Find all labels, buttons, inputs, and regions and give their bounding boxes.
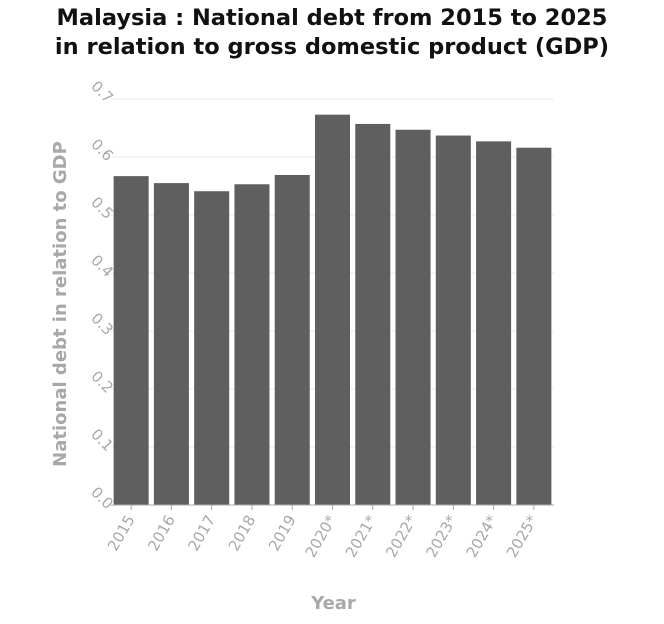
y-tick-label: 0.1 (87, 425, 117, 455)
x-tick-label: 2021* (342, 512, 381, 561)
bar-2015 (113, 176, 149, 505)
bar-2022-projected (395, 129, 431, 506)
bars (113, 114, 552, 506)
x-tick-label: 2022* (382, 512, 421, 561)
x-axis-label: Year (310, 593, 356, 614)
x-tick-label: 2025* (503, 512, 542, 561)
x-tick-label: 2017 (184, 512, 219, 554)
bar-2024-projected (476, 141, 512, 505)
y-tick-label: 0.4 (87, 251, 117, 281)
x-tick-label: 2024* (463, 512, 502, 561)
y-tick-label: 0.7 (87, 77, 117, 107)
x-tick-label: 2023* (422, 512, 461, 561)
bar-2019 (274, 174, 310, 506)
chart-title: Malaysia : National debt from 2015 to 20… (0, 4, 664, 62)
bar-2016 (153, 183, 189, 505)
y-axis-label: National debt in relation to GDP (50, 141, 71, 467)
y-tick-label: 0.6 (87, 135, 117, 165)
y-tick-label: 0.3 (87, 309, 117, 339)
x-tick-label: 2020* (302, 512, 341, 561)
y-tick-label: 0.2 (87, 367, 117, 397)
x-tick-label: 2018 (225, 512, 260, 554)
y-tick-label: 0.5 (87, 193, 117, 223)
x-tick-label: 2015 (104, 512, 139, 554)
bar-2017 (194, 191, 230, 505)
x-tick-label: 2016 (144, 512, 179, 554)
x-axis-ticks: 2015 2016 2017 2018 2019 2020* 2021* 2022* 2023*… (104, 505, 542, 561)
bar-2020-projected (314, 114, 351, 505)
chart-title-line-2: in relation to gross domestic product (G… (54, 34, 610, 60)
x-tick-label: 2019 (265, 512, 300, 554)
bar-2021-projected (355, 123, 391, 505)
y-tick-label: 0.0 (87, 483, 117, 513)
bar-2018 (234, 184, 270, 505)
bar-2025-projected (516, 147, 552, 505)
bar-2023-projected (435, 135, 471, 506)
chart-title-line-1: Malaysia : National debt from 2015 to 20… (56, 5, 608, 31)
